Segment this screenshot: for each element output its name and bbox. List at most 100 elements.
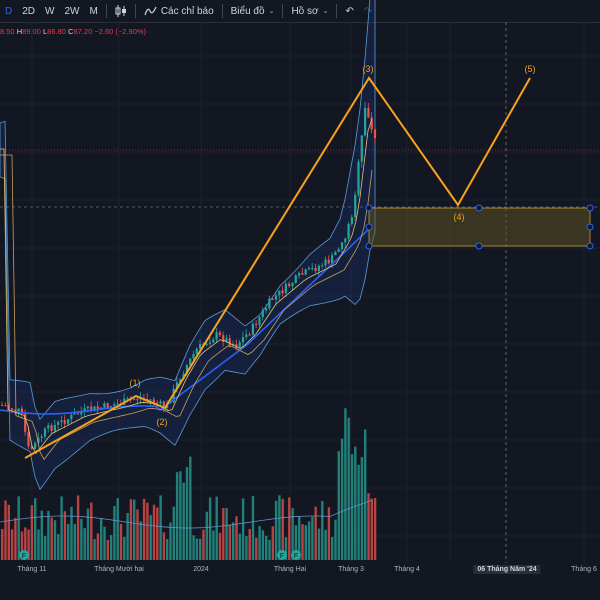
volume-bar <box>27 529 30 560</box>
volume-bar <box>156 507 159 560</box>
candle-body <box>373 129 377 139</box>
volume-bar <box>106 539 109 560</box>
candle-body <box>354 194 357 218</box>
indicators-label: Các chỉ báo <box>160 5 214 17</box>
time-axis-label: Tháng 6 <box>571 566 597 573</box>
chart-type-button[interactable]: Biểu đồ ⌄ <box>226 0 280 22</box>
candle-body <box>364 107 367 136</box>
interval-2w-button[interactable]: 2W <box>64 5 80 17</box>
volume-bar <box>232 522 235 560</box>
indicators-button[interactable]: Các chỉ báo <box>139 0 219 22</box>
volume-bar <box>357 464 360 560</box>
ohlc-low: 86.80 <box>47 27 66 36</box>
volume-bar <box>271 526 274 560</box>
zone-handle[interactable] <box>475 242 483 250</box>
elliott-wave-line[interactable] <box>24 76 531 459</box>
candle-body <box>179 379 182 383</box>
flag-icon[interactable] <box>19 550 29 560</box>
candle-body <box>86 406 89 409</box>
volume-bar <box>360 457 364 560</box>
volume-bar <box>370 498 373 560</box>
flag-icon[interactable] <box>291 550 301 560</box>
volume-bar <box>40 510 43 560</box>
candle-body <box>225 338 228 342</box>
volume-bar <box>136 509 139 560</box>
candlesticks <box>1 102 377 450</box>
volume-bar <box>179 471 182 560</box>
time-axis-label: Tháng 3 <box>338 566 364 573</box>
zone-handle[interactable] <box>586 223 594 231</box>
volume-bar <box>119 523 123 560</box>
candle-body <box>30 446 33 449</box>
volume-bar <box>274 500 278 560</box>
top-toolbar: D 2D W 2W M Các chỉ báo Biểu đồ ⌄ Hồ sơ … <box>0 0 600 23</box>
redo-icon[interactable]: ↷ <box>363 5 373 17</box>
volume-bar <box>284 537 288 560</box>
zone-handle[interactable] <box>475 204 483 212</box>
zone-handle[interactable] <box>365 242 373 250</box>
candle-body <box>126 398 129 400</box>
interval-2d-button[interactable]: 2D <box>22 5 36 17</box>
candle-body <box>4 405 7 407</box>
volume-bar <box>37 529 40 560</box>
candle-body <box>37 437 40 444</box>
volume-bar <box>321 501 324 560</box>
interval-w-button[interactable]: W <box>45 5 55 17</box>
candle-body <box>195 348 198 354</box>
ohlc-change: −2.60 (−2.90%) <box>94 27 147 36</box>
volume-bar <box>63 511 67 560</box>
candle-body <box>34 443 37 449</box>
zone-handles[interactable] <box>365 204 594 250</box>
volume-bar <box>364 429 367 560</box>
volume-bar <box>14 518 17 560</box>
volume-bar <box>24 527 27 560</box>
volume-bar <box>133 499 136 560</box>
toolbar-divider <box>105 4 107 18</box>
candle-body <box>175 382 179 389</box>
time-axis[interactable]: Tháng 11 Tháng Mười hai 2024 Tháng Hai T… <box>0 563 600 577</box>
candle-body <box>278 290 281 296</box>
chevron-down-icon: ⌄ <box>322 8 329 15</box>
wave-label-3: (3) <box>363 64 374 74</box>
candle-body <box>258 317 261 325</box>
wave-label-2: (2) <box>157 417 168 427</box>
volume-bar <box>208 497 212 560</box>
volume-bar <box>109 535 113 560</box>
candle-body <box>14 410 17 412</box>
zone-handle[interactable] <box>365 223 373 231</box>
volume-bar <box>76 495 80 560</box>
time-axis-label: Tháng 11 <box>17 566 47 573</box>
volume-bar <box>73 523 76 560</box>
flag-icon[interactable] <box>277 550 287 560</box>
interval-d-button[interactable]: D <box>5 5 13 17</box>
moving-average-fast <box>0 118 373 455</box>
volume-bar <box>50 517 53 560</box>
candle-body <box>228 338 231 346</box>
candle-body <box>344 238 347 243</box>
crosshair-date-label: 06 Tháng Năm '24 <box>473 565 541 574</box>
volume-bar <box>347 417 350 560</box>
target-zone[interactable] <box>368 207 591 247</box>
interval-m-button[interactable]: M <box>89 5 98 17</box>
volume-bar <box>4 500 7 560</box>
volume-bar <box>245 536 248 560</box>
volume-bar <box>268 539 271 560</box>
candle-body <box>222 335 225 342</box>
candle-body <box>337 249 340 253</box>
candle-body <box>248 334 251 336</box>
undo-icon[interactable]: ↶ <box>345 5 354 17</box>
candle-body <box>149 399 152 401</box>
volume-bar <box>34 498 37 560</box>
zone-handle[interactable] <box>586 242 594 250</box>
volume-bar <box>146 502 149 560</box>
profile-button[interactable]: Hồ sơ ⌄ <box>286 0 333 22</box>
volume-bar <box>225 508 228 560</box>
candle-body <box>159 401 162 404</box>
zone-handle[interactable] <box>365 204 373 212</box>
wave-label-1: (1) <box>130 378 141 388</box>
candle-body <box>298 273 301 276</box>
zone-handle[interactable] <box>586 204 594 212</box>
volume-bar <box>83 528 86 560</box>
candles-icon[interactable] <box>110 0 132 22</box>
